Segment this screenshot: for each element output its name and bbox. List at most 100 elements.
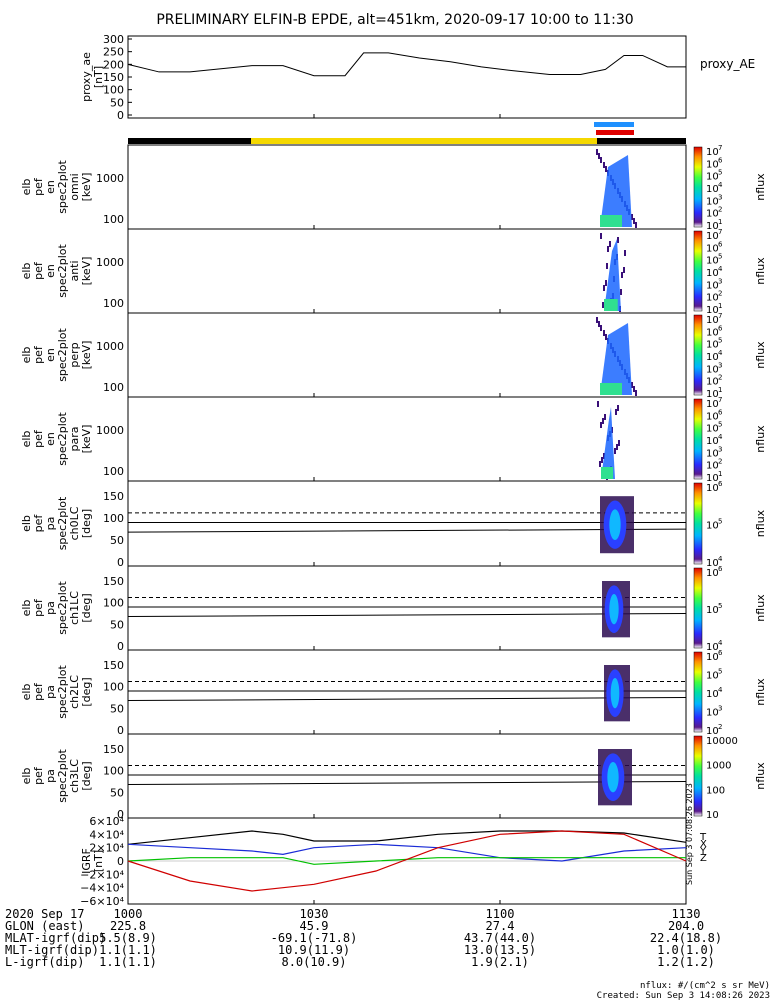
- colorbar-exp: 6: [718, 156, 723, 164]
- colorbar-exp: 7: [718, 312, 722, 320]
- ylabel-en_anti-4: anti: [68, 260, 81, 281]
- colorbar-tick: 10: [706, 280, 719, 291]
- colorbar-en_omni: [693, 146, 703, 228]
- spectrogram-speck: [635, 222, 637, 228]
- footer-value: 8.0(10.9): [281, 955, 346, 969]
- ytick-igrf-4: −2×10⁴: [80, 868, 124, 881]
- spectrogram-speck: [596, 317, 598, 323]
- colorbar-exp: 4: [718, 349, 723, 357]
- spectrogram-speck: [605, 334, 607, 340]
- panel-frame-ae: [127, 35, 687, 119]
- footer-row-label: GLON (east): [5, 919, 84, 933]
- colorbar-exp: 1: [718, 386, 722, 394]
- igrf-X-line: [127, 843, 687, 862]
- footer-value: 10.9(11.9): [278, 943, 350, 957]
- colorbar-tick: 10: [706, 461, 719, 472]
- science-zone-blue-bar: [594, 122, 634, 127]
- colorbar-pa_ch0: [693, 482, 703, 565]
- colorbar-exp: 4: [718, 433, 723, 441]
- ylabel-pa_ch1-4: ch1LC: [68, 591, 81, 625]
- footer-value: 43.7(44.0): [464, 931, 536, 945]
- spectrogram-low-energy: [601, 467, 614, 479]
- ylabel-pa_ch1-2: pa: [44, 601, 57, 615]
- colorbar-tick: 100: [706, 785, 725, 796]
- colorbar-label: nflux: [754, 762, 767, 790]
- ytick-pa-50: 50: [110, 618, 124, 631]
- footer-value: 1.1(1.1): [99, 943, 157, 957]
- ylabel-igrf-0: IGRF: [80, 848, 93, 874]
- colorbar-exp: 5: [718, 337, 722, 345]
- spectrogram-speck: [635, 390, 637, 396]
- colorbar-exp: 6: [718, 408, 723, 416]
- status-bar-black-left: [128, 138, 251, 144]
- ylabel-pa_ch2-3: spec2plot: [56, 665, 69, 719]
- spectrogram-speck: [624, 250, 626, 256]
- ytick-ae-150: 150: [103, 71, 124, 84]
- pa-spectrogram-core: [610, 678, 620, 709]
- footer-value: -69.1(-71.8): [271, 931, 358, 945]
- ylabel-en_omni-3: spec2plot: [56, 160, 69, 214]
- loss-cone-lower: [127, 613, 687, 618]
- colorbar-label: nflux: [754, 678, 767, 706]
- ytick-ae-50: 50: [110, 96, 124, 109]
- colorbar-exp: 7: [718, 396, 722, 404]
- loss-cone-lower: [127, 697, 687, 702]
- proxy-ae-legend: proxy_AE: [700, 57, 755, 71]
- ytick-pa-150: 150: [103, 490, 124, 503]
- ytick-100: 100: [103, 465, 124, 478]
- spectrogram-low-energy: [600, 383, 622, 395]
- spectrogram-speck: [623, 267, 625, 273]
- ylabel-en_para-5: [keV]: [80, 425, 93, 454]
- ytick-1000: 1000: [96, 424, 124, 437]
- spectrogram-speck: [633, 386, 635, 392]
- igrf-Y-line: [127, 857, 686, 865]
- ytick-100: 100: [103, 213, 124, 226]
- ylabel-en_omni-4: omni: [68, 173, 81, 200]
- proxy-ae-line: [127, 52, 686, 77]
- ylabel-pa_ch1-5: [deg]: [80, 593, 93, 622]
- colorbar-exp: 7: [718, 228, 722, 236]
- ylabel-en_anti-3: spec2plot: [56, 244, 69, 298]
- ylabel-pa_ch2-4: ch2LC: [68, 675, 81, 709]
- colorbar-tick: 10: [706, 340, 719, 351]
- ylabel-pa_ch2-5: [deg]: [80, 677, 93, 706]
- footer-value: 1.1(1.1): [99, 955, 157, 969]
- colorbar-label: nflux: [754, 173, 767, 201]
- panel-group: proxy_ae [nT]300250200150100500proxy_AEel…: [20, 33, 767, 908]
- colorbar-tick: 10: [706, 293, 719, 304]
- spectrogram-speck: [617, 237, 619, 243]
- spectrogram-core: [604, 239, 621, 311]
- ytick-ae-200: 200: [103, 58, 124, 71]
- colorbar-exp: 6: [718, 480, 723, 488]
- loss-cone-lower: [127, 781, 687, 786]
- colorbar-tick: 10: [706, 243, 719, 254]
- colorbar-exp: 6: [718, 240, 723, 248]
- ylabel-en_omni-2: en: [44, 180, 57, 194]
- colorbar-label: nflux: [754, 594, 767, 622]
- spectrogram-speck: [607, 246, 609, 252]
- footer-value: 45.9: [300, 919, 329, 933]
- colorbar-tick: 10: [706, 558, 719, 569]
- colorbar-tick: 10: [706, 605, 719, 616]
- ytick-igrf-1: 4×10⁴: [89, 828, 124, 841]
- colorbar-exp: 3: [718, 705, 722, 713]
- spectrogram-low-energy: [604, 299, 618, 311]
- status-bar-black-right: [597, 138, 686, 144]
- pa-spectrogram-core: [607, 762, 619, 793]
- colorbar-tick: 10: [706, 689, 719, 700]
- ytick-pa-0: 0: [117, 556, 124, 569]
- colorbar-exp: 3: [718, 277, 722, 285]
- ylabel-igrf-1: [nT]: [92, 850, 105, 872]
- ytick-igrf-6: −6×10⁴: [80, 895, 124, 908]
- colorbar-exp: 1: [718, 302, 722, 310]
- footer-value: 1.0(1.0): [657, 943, 715, 957]
- ylabel-pa_ch2-0: elb: [20, 684, 33, 701]
- spectrogram-speck: [602, 418, 604, 424]
- colorbar-exp: 5: [718, 518, 722, 526]
- spectrogram-speck: [603, 453, 605, 459]
- ylabel-pa_ch0-4: ch0LC: [68, 506, 81, 540]
- colorbar-tick: 10: [706, 411, 719, 422]
- ylabel-pa_ch3-1: pef: [32, 766, 45, 785]
- footer-row-label: 2020 Sep 17: [5, 907, 84, 921]
